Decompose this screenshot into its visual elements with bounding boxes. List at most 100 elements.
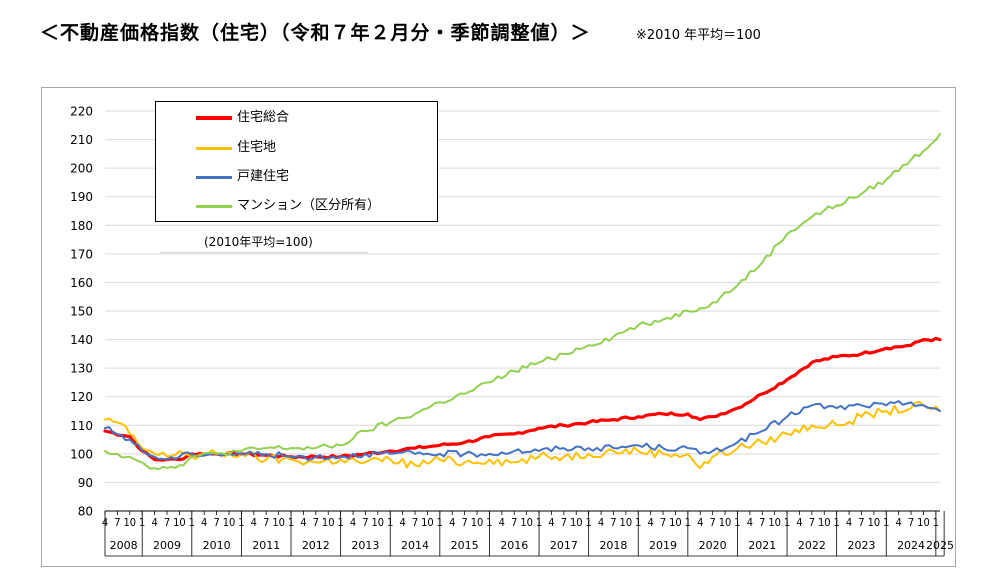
month-tick-label: 7 bbox=[858, 516, 864, 529]
y-tick-label: 160 bbox=[70, 276, 93, 290]
year-label: 2012 bbox=[302, 539, 330, 552]
year-label: 2024 bbox=[897, 539, 925, 552]
base-year-note: ※2010 年平均＝100 bbox=[636, 28, 761, 43]
month-tick-label: 7 bbox=[561, 516, 567, 529]
month-tick-label: 7 bbox=[461, 516, 467, 529]
month-tick-label: 7 bbox=[759, 516, 765, 529]
month-tick-label: 7 bbox=[660, 516, 666, 529]
month-tick-label: 10 bbox=[520, 516, 533, 529]
series-line-1 bbox=[103, 336, 942, 462]
month-tick-label: 4 bbox=[697, 516, 703, 529]
y-tick-label: 120 bbox=[70, 390, 93, 404]
month-tick-label: 10 bbox=[322, 516, 335, 529]
base-note-divider bbox=[160, 252, 368, 253]
month-tick-label: 7 bbox=[313, 516, 319, 529]
legend: 住宅総合 住宅地 戸建住宅 マンション（区分所有） bbox=[155, 101, 438, 222]
legend-swatch-house bbox=[196, 176, 232, 179]
month-tick-label: 4 bbox=[201, 516, 207, 529]
month-tick-label: 10 bbox=[272, 516, 285, 529]
year-label: 2018 bbox=[599, 539, 627, 552]
month-tick-label: 4 bbox=[300, 516, 306, 529]
year-label: 2010 bbox=[203, 539, 231, 552]
y-tick-label: 100 bbox=[70, 447, 93, 461]
month-tick-label: 7 bbox=[809, 516, 815, 529]
legend-label-total: 住宅総合 bbox=[237, 110, 290, 125]
month-tick-label: 10 bbox=[768, 516, 781, 529]
month-tick-label: 4 bbox=[350, 516, 356, 529]
series-line-3 bbox=[104, 400, 941, 461]
year-label: 2019 bbox=[649, 539, 677, 552]
month-tick-label: 10 bbox=[669, 516, 682, 529]
month-tick-label: 10 bbox=[570, 516, 583, 529]
legend-item-total: 住宅総合 bbox=[196, 108, 431, 128]
y-tick-label: 170 bbox=[70, 247, 93, 261]
legend-label-condo: マンション（区分所有） bbox=[237, 198, 381, 213]
year-label: 2009 bbox=[153, 539, 181, 552]
y-tick-label: 210 bbox=[70, 133, 93, 147]
month-tick-label: 4 bbox=[796, 516, 802, 529]
month-tick-label: 7 bbox=[164, 516, 170, 529]
year-label: 2016 bbox=[500, 539, 528, 552]
month-tick-label: 4 bbox=[598, 516, 604, 529]
month-tick-label: 4 bbox=[499, 516, 505, 529]
month-tick-label: 10 bbox=[818, 516, 831, 529]
legend-item-condo: マンション（区分所有） bbox=[196, 196, 431, 216]
legend-swatch-land bbox=[196, 147, 232, 150]
legend-swatch-condo bbox=[196, 205, 232, 208]
month-tick-label: 10 bbox=[719, 516, 732, 529]
month-tick-label: 4 bbox=[747, 516, 753, 529]
month-tick-label: 10 bbox=[223, 516, 236, 529]
year-label: 2017 bbox=[550, 539, 578, 552]
month-tick-label: 7 bbox=[362, 516, 368, 529]
month-tick-label: 4 bbox=[548, 516, 554, 529]
month-tick-label: 7 bbox=[710, 516, 716, 529]
month-tick-label: 4 bbox=[449, 516, 455, 529]
month-tick-label: 7 bbox=[511, 516, 517, 529]
month-tick-label: 4 bbox=[846, 516, 852, 529]
month-tick-label: 10 bbox=[917, 516, 930, 529]
page-title: ＜不動産価格指数（住宅）（令和７年２月分・季節調整値）＞ bbox=[40, 22, 591, 44]
month-tick-label: 4 bbox=[647, 516, 653, 529]
y-tick-label: 220 bbox=[70, 105, 93, 119]
y-tick-label: 140 bbox=[70, 333, 93, 347]
month-tick-label: 4 bbox=[151, 516, 157, 529]
legend-swatch-total bbox=[196, 116, 232, 120]
month-tick-label: 7 bbox=[263, 516, 269, 529]
year-label: 2015 bbox=[451, 539, 479, 552]
month-tick-label: 10 bbox=[471, 516, 484, 529]
month-tick-label: 4 bbox=[251, 516, 257, 529]
month-tick-label: 10 bbox=[421, 516, 434, 529]
legend-item-land: 住宅地 bbox=[196, 138, 431, 158]
y-tick-label: 90 bbox=[78, 476, 93, 490]
y-tick-label: 130 bbox=[70, 362, 93, 376]
year-label: 2023 bbox=[847, 539, 875, 552]
year-label: 2022 bbox=[798, 539, 826, 552]
month-tick-label: 10 bbox=[868, 516, 881, 529]
legend-label-house: 戸建住宅 bbox=[237, 169, 290, 184]
month-tick-label: 10 bbox=[372, 516, 385, 529]
y-tick-label: 80 bbox=[78, 505, 93, 519]
year-label: 2008 bbox=[110, 539, 138, 552]
series-line-4 bbox=[104, 132, 941, 471]
year-label: 2014 bbox=[401, 539, 429, 552]
year-label: 2013 bbox=[351, 539, 379, 552]
month-tick-label: 7 bbox=[908, 516, 914, 529]
y-tick-label: 110 bbox=[70, 419, 93, 433]
month-tick-label: 7 bbox=[114, 516, 120, 529]
year-label: 2021 bbox=[748, 539, 776, 552]
month-tick-label: 10 bbox=[620, 516, 633, 529]
month-tick-label: 4 bbox=[896, 516, 902, 529]
year-label: 2020 bbox=[699, 539, 727, 552]
y-tick-label: 150 bbox=[70, 305, 93, 319]
month-tick-label: 7 bbox=[213, 516, 219, 529]
year-label: 2025 bbox=[926, 539, 954, 552]
month-tick-label: 7 bbox=[610, 516, 616, 529]
month-tick-label: 4 bbox=[399, 516, 405, 529]
y-tick-label: 200 bbox=[70, 162, 93, 176]
y-tick-label: 180 bbox=[70, 219, 93, 233]
month-tick-label: 10 bbox=[173, 516, 186, 529]
legend-label-land: 住宅地 bbox=[237, 140, 277, 155]
month-tick-label: 10 bbox=[124, 516, 137, 529]
y-tick-label: 190 bbox=[70, 190, 93, 204]
series-line-2 bbox=[104, 400, 941, 470]
